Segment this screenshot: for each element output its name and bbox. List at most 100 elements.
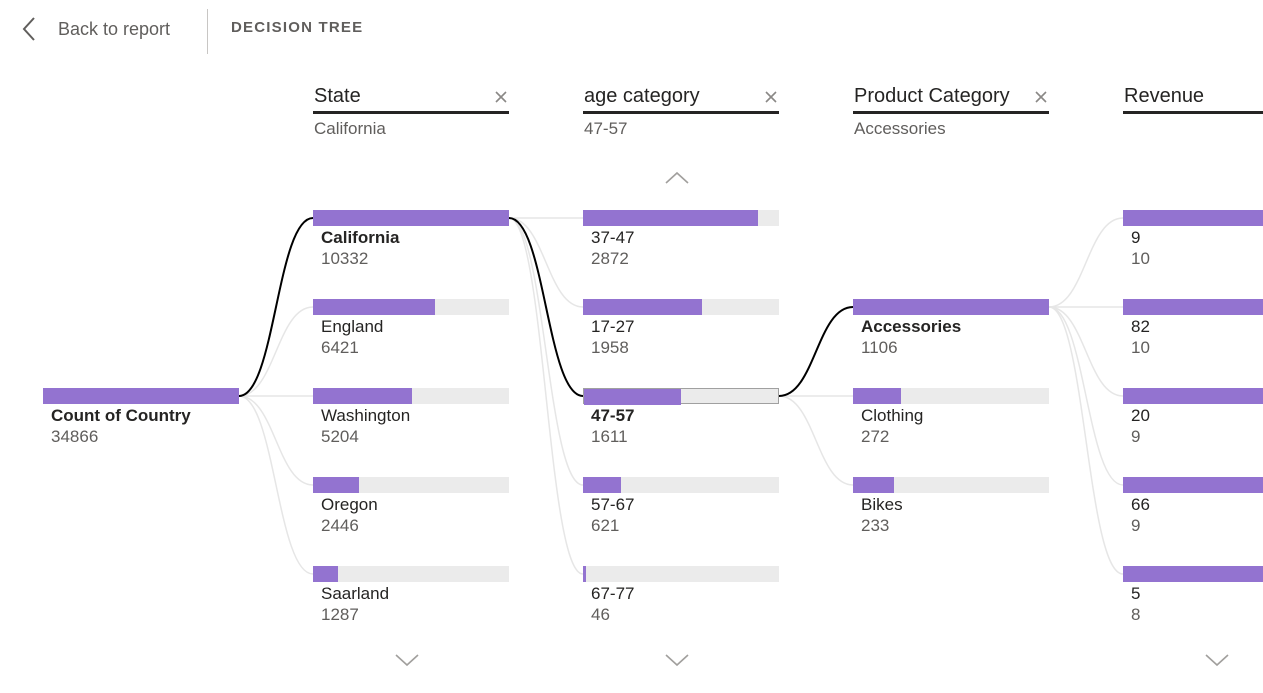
node-value: 9: [1131, 516, 1141, 535]
node-bar: [584, 389, 681, 405]
branch-line: [1048, 306, 1124, 575]
node-value: 10: [1131, 249, 1150, 268]
node-label: 47-57: [591, 406, 635, 425]
node-bar: [853, 477, 895, 493]
node-label: 57-67: [591, 495, 635, 514]
scroll-down-icon[interactable]: [664, 652, 690, 668]
branch-line: [1048, 306, 1124, 397]
node-bar-track: [1123, 477, 1263, 493]
header-divider: [207, 9, 208, 54]
node-value: 1611: [591, 427, 628, 446]
node-bar-track: [583, 477, 779, 493]
tree-node-revenue[interactable]: 9 10: [1123, 210, 1263, 270]
close-icon[interactable]: [763, 89, 779, 105]
selected-path-line: [508, 217, 584, 397]
top-bar: Back to report DECISION TREE: [0, 0, 1263, 58]
node-bar-track: [1123, 210, 1263, 226]
node-bar: [1123, 210, 1263, 226]
back-to-report-button[interactable]: Back to report: [22, 14, 170, 44]
node-value: 272: [861, 427, 890, 446]
tree-node-product-category[interactable]: Bikes 233: [853, 477, 1049, 537]
branch-line: [1048, 217, 1124, 308]
scroll-up-icon[interactable]: [664, 170, 690, 186]
node-bar-track: [43, 388, 239, 404]
root-node[interactable]: Count of Country 34866: [43, 388, 239, 448]
chevron-left-icon: [22, 16, 36, 42]
tree-node-age-category[interactable]: 67-77 46: [583, 566, 779, 626]
tree-node-age-category[interactable]: 57-67 621: [583, 477, 779, 537]
node-value: 10332: [321, 249, 369, 268]
node-label: Count of Country: [51, 406, 191, 425]
node-value: 8: [1131, 605, 1141, 624]
column-header-product-category: Product Category: [853, 84, 1049, 114]
node-bar: [1123, 388, 1263, 404]
tree-node-state[interactable]: Saarland 1287: [313, 566, 509, 626]
selected-path-line: [778, 306, 854, 397]
node-value: 2872: [591, 249, 629, 268]
branch-lines: [238, 217, 1124, 575]
column-header-revenue: Revenue: [1123, 84, 1263, 114]
node-value: 46: [591, 605, 610, 624]
node-label: 37-47: [591, 228, 635, 247]
node-bar: [583, 477, 621, 493]
node-value: 2446: [321, 516, 359, 535]
node-bar-track: [1123, 299, 1263, 315]
scroll-down-icon[interactable]: [1204, 652, 1230, 668]
tree-node-state[interactable]: Oregon 2446: [313, 477, 509, 537]
column-header-state: State: [313, 84, 509, 114]
node-bar-track: [1123, 566, 1263, 582]
node-bar-track: [313, 299, 509, 315]
node-value: 34866: [51, 427, 99, 446]
tree-node-state[interactable]: California 10332: [313, 210, 509, 270]
node-bar: [313, 566, 338, 582]
node-bar-track: [313, 477, 509, 493]
tree-node-age-category[interactable]: 37-47 2872: [583, 210, 779, 270]
node-bar: [313, 388, 412, 404]
tree-node-revenue[interactable]: 5 8: [1123, 566, 1263, 626]
tree-node-age-category[interactable]: 47-57 1611: [583, 388, 779, 448]
column-title: Revenue: [1124, 85, 1205, 107]
branch-line: [508, 217, 584, 308]
branch-line: [1048, 306, 1124, 486]
branch-line: [238, 395, 314, 486]
node-label: 66: [1131, 495, 1150, 514]
tree-node-revenue[interactable]: 66 9: [1123, 477, 1263, 537]
branch-line: [238, 306, 314, 397]
node-value: 233: [861, 516, 890, 535]
branch-line: [778, 395, 854, 486]
node-label: Saarland: [321, 584, 390, 603]
node-bar-track: [583, 299, 779, 315]
branch-line: [508, 217, 584, 486]
close-icon[interactable]: [493, 89, 509, 105]
back-to-report-label: Back to report: [58, 18, 171, 39]
node-value: 1958: [591, 338, 629, 357]
node-bar-track: [313, 210, 509, 226]
tree-node-age-category[interactable]: 17-27 1958: [583, 299, 779, 359]
tree-node-state[interactable]: Washington 5204: [313, 388, 509, 448]
node-bar: [853, 388, 902, 404]
selected-path: [238, 217, 854, 397]
tree-node-state[interactable]: England 6421: [313, 299, 509, 359]
node-bar-track: [1123, 388, 1263, 404]
scroll-down-icon[interactable]: [394, 652, 420, 668]
node-label: 67-77: [591, 584, 635, 603]
node-bar-track: [313, 388, 509, 404]
node-label: Accessories: [861, 317, 962, 336]
node-label: Clothing: [861, 406, 924, 425]
node-bar: [1123, 299, 1263, 315]
tree-node-product-category[interactable]: Accessories 1106: [853, 299, 1049, 359]
node-label: England: [321, 317, 384, 336]
node-label: 17-27: [591, 317, 635, 336]
tree-node-product-category[interactable]: Clothing 272: [853, 388, 1049, 448]
selected-path-line: [238, 217, 314, 397]
tree-node-revenue[interactable]: 20 9: [1123, 388, 1263, 448]
close-icon[interactable]: [1033, 89, 1049, 105]
node-label: Washington: [321, 406, 411, 425]
node-value: 10: [1131, 338, 1150, 357]
node-bar-track: [853, 299, 1049, 315]
column-selection-state: California: [314, 119, 386, 138]
tree-node-revenue[interactable]: 82 10: [1123, 299, 1263, 359]
node-label: Bikes: [861, 495, 903, 514]
node-value: 9: [1131, 427, 1141, 446]
node-bar: [853, 299, 1049, 315]
